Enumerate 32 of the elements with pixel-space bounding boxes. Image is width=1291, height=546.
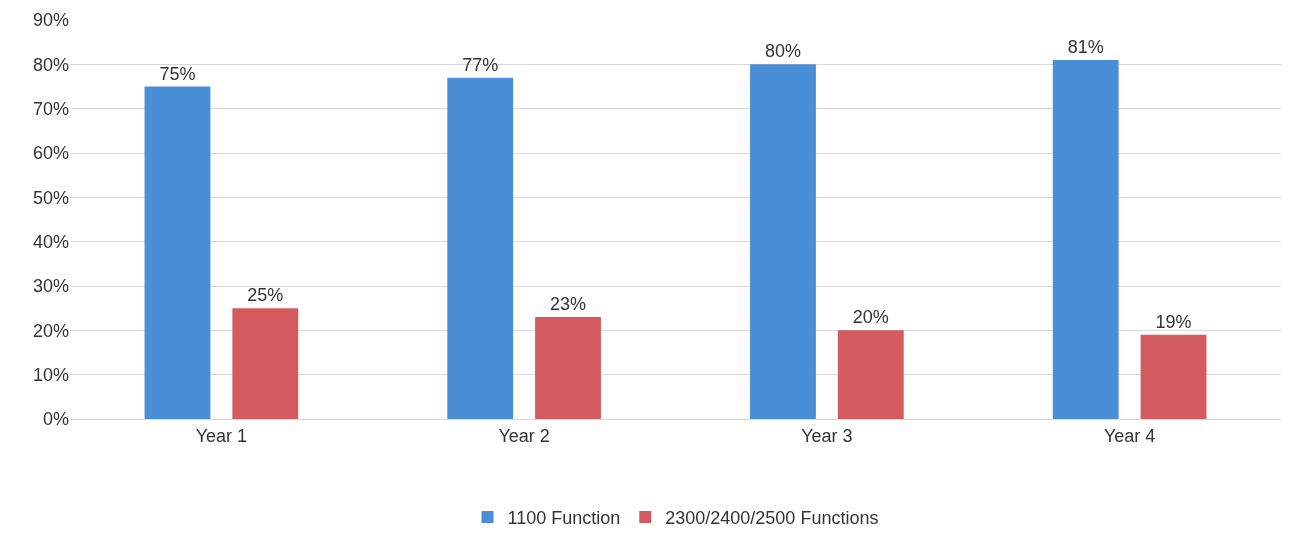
- bar: [535, 317, 601, 419]
- y-tick-label: 70%: [32, 98, 69, 119]
- x-tick-label: Year 3: [801, 425, 853, 446]
- data-label: 80%: [764, 41, 801, 62]
- x-tick-label: Year 1: [195, 425, 248, 446]
- y-tick-label: 10%: [32, 364, 69, 385]
- legend-label: 2300/2400/2500 Functions: [665, 508, 879, 529]
- x-tick-label: Year 2: [498, 425, 550, 446]
- bar: [232, 308, 299, 419]
- legend-label: 1100 Function: [507, 508, 621, 529]
- y-tick-label: 0%: [42, 409, 69, 430]
- y-tick-label: 80%: [32, 54, 69, 75]
- data-label: 81%: [1067, 36, 1104, 57]
- data-label: 20%: [852, 307, 889, 328]
- y-tick-label: 40%: [32, 231, 69, 252]
- bar: [750, 64, 816, 419]
- bar: [144, 86, 211, 419]
- data-label: 25%: [247, 285, 284, 306]
- data-label: 19%: [1155, 311, 1192, 332]
- y-tick-label: 50%: [32, 187, 69, 208]
- x-tick-label: Year 4: [1103, 425, 1156, 446]
- y-tick-label: 20%: [32, 320, 69, 341]
- data-label: 23%: [550, 294, 587, 315]
- bar: [1140, 334, 1207, 419]
- bar: [1052, 59, 1119, 419]
- y-tick-label: 60%: [32, 143, 69, 164]
- data-label: 75%: [159, 63, 196, 84]
- y-tick-label: 90%: [32, 10, 69, 31]
- bar: [837, 330, 904, 419]
- data-label: 77%: [462, 54, 499, 75]
- y-tick-label: 30%: [32, 276, 69, 297]
- bar: [447, 77, 514, 419]
